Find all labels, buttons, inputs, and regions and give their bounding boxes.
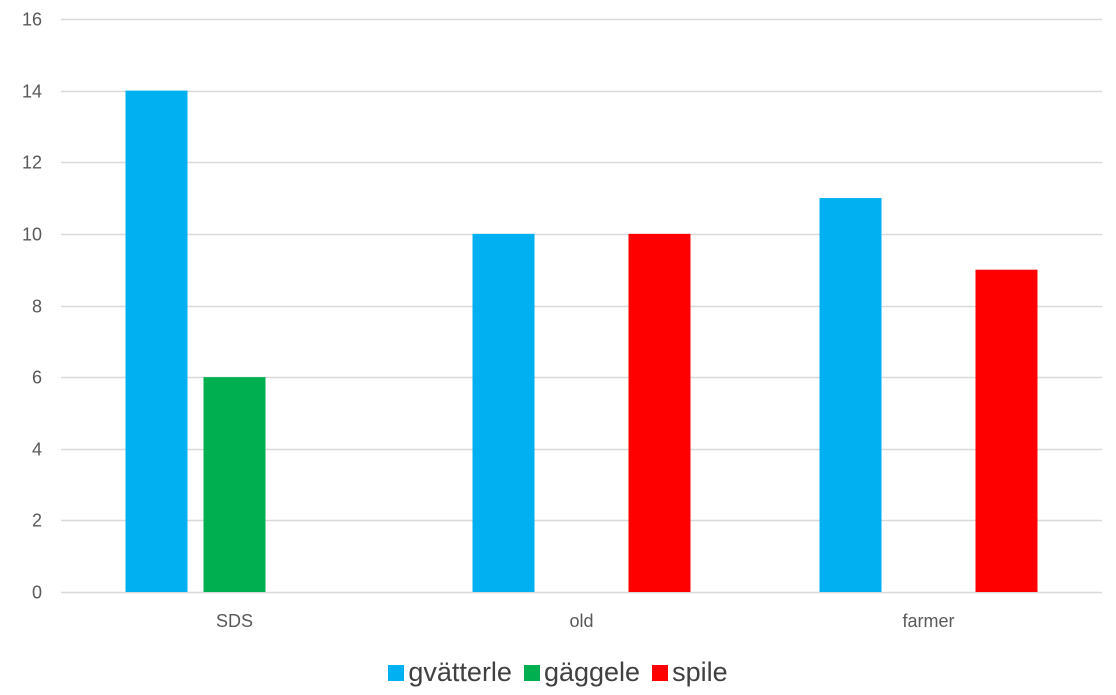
- x-tick-label: SDS: [216, 611, 253, 631]
- legend-label-gaggele: gäggele: [543, 657, 641, 687]
- y-tick-label: 2: [32, 511, 42, 531]
- bar-farmer-series-2[interactable]: [975, 269, 1038, 592]
- y-tick-label: 4: [32, 440, 42, 460]
- bar-farmer-series-0[interactable]: [819, 198, 882, 592]
- bar-old-series-0[interactable]: [472, 233, 535, 592]
- legend: gvätterle gäggele spile: [0, 657, 1116, 688]
- y-tick-label: 8: [32, 297, 42, 317]
- bar-sds-series-1[interactable]: [203, 377, 266, 592]
- x-axis-ticks: SDS old farmer: [216, 611, 955, 631]
- y-tick-label: 0: [32, 583, 42, 603]
- bars: [125, 90, 1038, 592]
- legend-swatch-gaggele: [523, 664, 540, 681]
- legend-item-gaggele[interactable]: gäggele: [523, 657, 641, 688]
- bar-sds-series-0[interactable]: [125, 90, 188, 592]
- bar-old-series-2[interactable]: [628, 233, 691, 592]
- legend-label-gvatterle: gvätterle: [408, 657, 512, 687]
- y-axis-ticks: 0 2 4 6 8 10 12 14 16: [22, 10, 42, 603]
- y-tick-label: 10: [22, 225, 42, 245]
- legend-item-gvatterle[interactable]: gvätterle: [388, 657, 512, 688]
- legend-swatch-gvatterle: [388, 664, 405, 681]
- legend-label-spile: spile: [672, 657, 728, 687]
- x-tick-label: farmer: [902, 611, 954, 631]
- y-tick-label: 14: [22, 82, 42, 102]
- legend-swatch-spile: [652, 664, 669, 681]
- legend-item-spile[interactable]: spile: [652, 657, 728, 688]
- y-tick-label: 16: [22, 10, 42, 30]
- y-tick-label: 12: [22, 153, 42, 173]
- x-tick-label: old: [569, 611, 593, 631]
- y-tick-label: 6: [32, 368, 42, 388]
